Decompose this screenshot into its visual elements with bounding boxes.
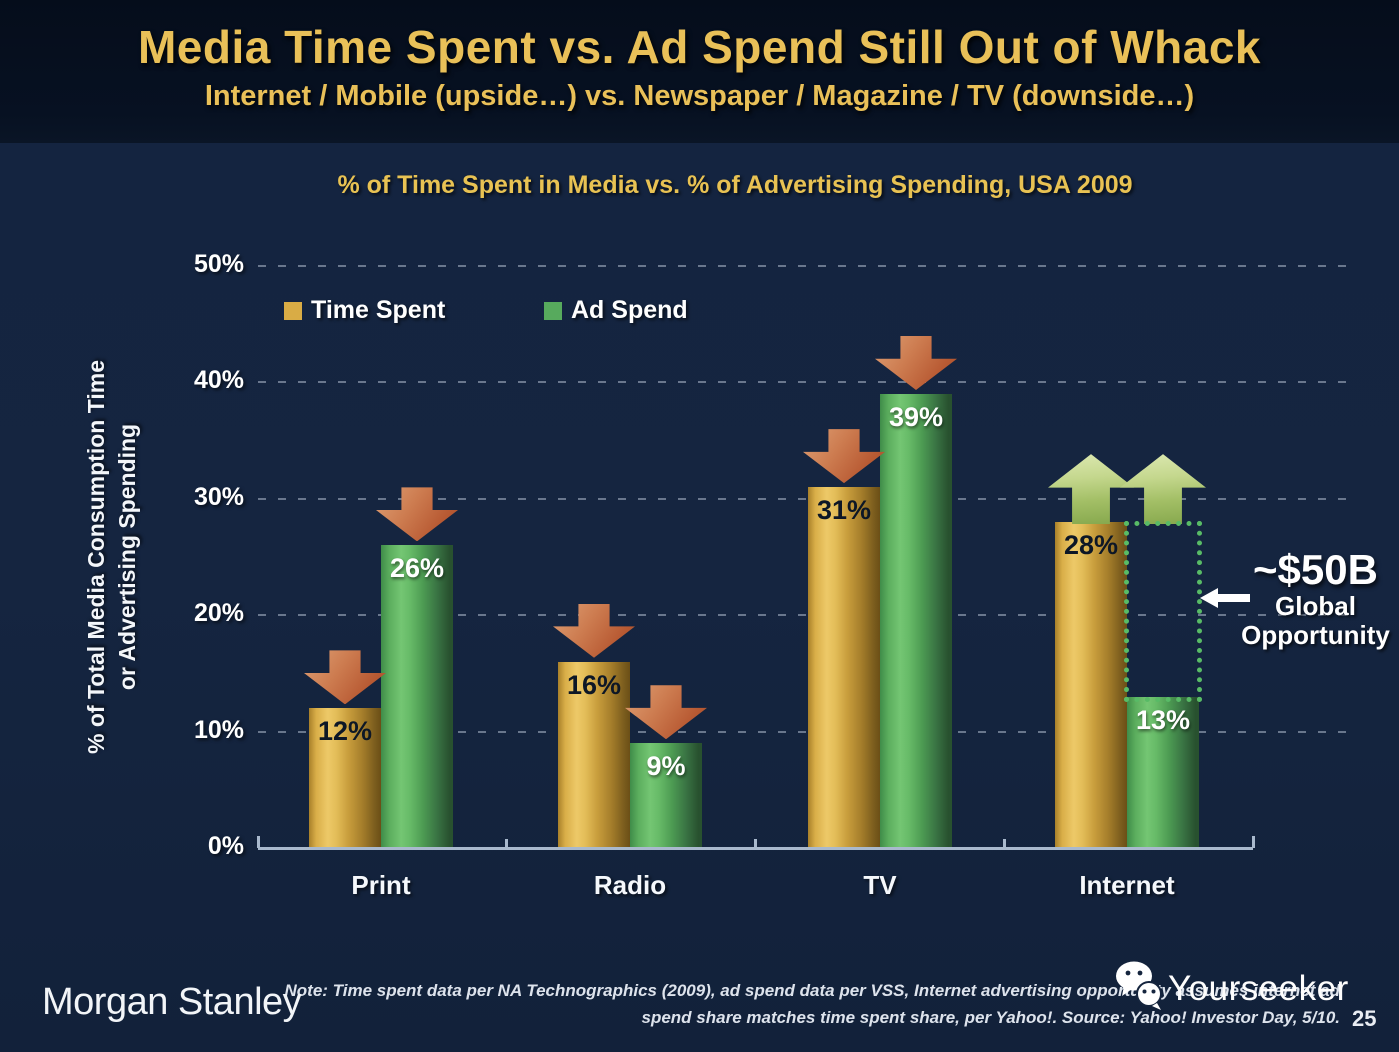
bar-print-time-spent [309,708,381,847]
y-tick-label-10pct: 10% [193,715,244,744]
watermark-text: Yourseeker [1168,968,1349,1008]
opportunity-label-line2: Opportunity [1241,620,1390,650]
trend-up-arrow-internet-1 [1048,454,1134,525]
y-axis-title-line2: or Advertising Spending [114,423,140,691]
trend-down-arrow-tv [803,429,885,484]
x-category-label-radio: Radio [593,870,667,900]
bar-value-tv-time-spent: 31% [816,495,872,526]
trend-up-arrow-internet-2 [1120,454,1206,525]
legend-item-time-spent: Time Spent [284,296,445,325]
morgan-stanley-logo: Morgan Stanley [42,981,302,1023]
legend-item-ad-spend: Ad Spend [544,296,688,325]
bar-print-ad-spend [381,545,453,847]
slide-title: Media Time Spent vs. Ad Spend Still Out … [137,21,1262,73]
slide-subtitle: Internet / Mobile (upside…) vs. Newspape… [204,80,1195,112]
bar-internet-ad-spend [1127,696,1199,847]
y-tick-label-50pct: 50% [193,250,244,278]
source-note: Note: Time spent data per NA Technograph… [230,977,1341,1031]
x-axis-tick [1002,839,1006,848]
opportunity-amount: ~$50B [1253,546,1378,593]
x-category-label-tv: TV [863,870,897,900]
page-number: 25 [1352,1006,1377,1031]
legend-swatch-ad-spend [544,301,562,320]
bar-value-radio-ad-spend: 9% [646,751,686,782]
y-tick-label-40pct: 40% [193,366,244,395]
bar-radio-time-spent [558,661,630,847]
chart-title: % of Time Spent in Media vs. % of Advert… [337,171,1133,199]
bar-tv-ad-spend [880,394,952,847]
x-axis-tick [256,836,260,848]
bar-value-tv-ad-spend: 39% [888,402,944,433]
x-category-label-print: Print [351,870,411,900]
gridline-40pct [258,381,1352,384]
gridline-30pct [258,497,1352,500]
bar-tv-time-spent [808,487,880,847]
gridline-20pct [258,614,1352,617]
x-axis-tick [754,839,757,848]
x-axis-tick [1251,836,1255,848]
y-tick-label-0pct: 0% [207,832,244,860]
legend-label-ad-spend: Ad Spend [571,296,688,324]
bar-value-internet-ad-spend: 13% [1135,704,1191,735]
watermark: Yourseeker [1112,960,1349,1017]
annotation-left-arrow-icon [1200,586,1252,615]
x-axis-line [258,847,1253,850]
y-axis-title: % of Total Media Consumption Time or Adv… [81,360,143,754]
bar-value-radio-time-spent: 16% [566,669,622,700]
bar-value-print-ad-spend: 26% [389,553,445,584]
wechat-icon [1112,960,1168,1017]
source-note-line1: Note: Time spent data per NA Technograph… [284,981,1341,1000]
x-axis-tick [505,839,509,848]
opportunity-annotation: ~$50B Global Opportunity [1238,548,1393,650]
gridline-10pct [258,730,1352,733]
y-axis-title-line1: % of Total Media Consumption Time [83,360,109,754]
source-note-line2: spend share matches time spent share, pe… [641,1008,1341,1027]
bar-value-print-time-spent: 12% [317,716,373,747]
legend-swatch-time-spent [284,301,302,320]
bar-radio-ad-spend [630,743,702,847]
trend-down-arrow-print [304,650,386,705]
gridline-50pct [258,265,1352,267]
bar-internet-time-spent [1055,522,1127,847]
legend-label-time-spent: Time Spent [311,296,446,324]
x-category-label-internet: Internet [1079,870,1175,900]
opportunity-label-line1: Global [1275,591,1356,621]
trend-down-arrow-print [376,487,458,542]
y-tick-label-20pct: 20% [193,599,244,628]
slide-header: Media Time Spent vs. Ad Spend Still Out … [0,0,1399,143]
bar-value-internet-time-spent: 28% [1063,530,1119,561]
y-tick-label-30pct: 30% [193,482,244,511]
ad-spend-gap-rect [1124,521,1202,702]
trend-down-arrow-radio [553,603,635,658]
